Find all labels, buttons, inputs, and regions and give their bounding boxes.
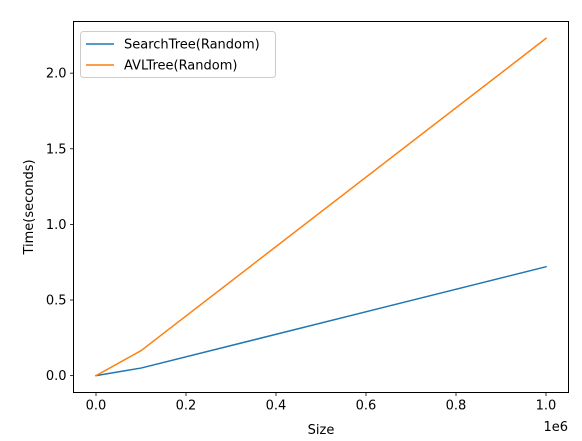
series-layer [94,37,548,377]
x-axis-label: Size [308,423,335,438]
plot-frame [73,21,569,393]
y-tick-label: 0.5 [46,294,67,309]
x-tick-label: 0.8 [446,399,467,414]
y-tick-label: 2.0 [46,67,67,82]
legend-box [80,31,276,78]
series-line-1 [94,37,548,377]
y-axis-label: Time(seconds) [22,159,37,255]
x-tick-label: 0.2 [176,399,197,414]
x-axis-offset-label: 1e6 [543,420,568,435]
x-tick-label: 1.0 [536,399,557,414]
series-line-0 [95,265,547,377]
legend: SearchTree(Random) AVLTree(Random) [80,31,276,78]
x-axis-ticks: 0.0 0.2 0.4 0.6 0.8 1.0 [86,392,557,414]
legend-label-0: SearchTree(Random) [124,38,260,53]
x-tick-label: 0.4 [266,399,287,414]
x-tick-label: 0.0 [86,399,107,414]
legend-label-1: AVLTree(Random) [124,59,237,74]
y-tick-label: 0.0 [46,369,67,384]
y-tick-label: 1.0 [46,218,67,233]
y-axis-ticks: 0.0 0.5 1.0 1.5 2.0 [46,67,74,384]
y-tick-label: 1.5 [46,142,67,157]
x-tick-label: 0.6 [356,399,377,414]
